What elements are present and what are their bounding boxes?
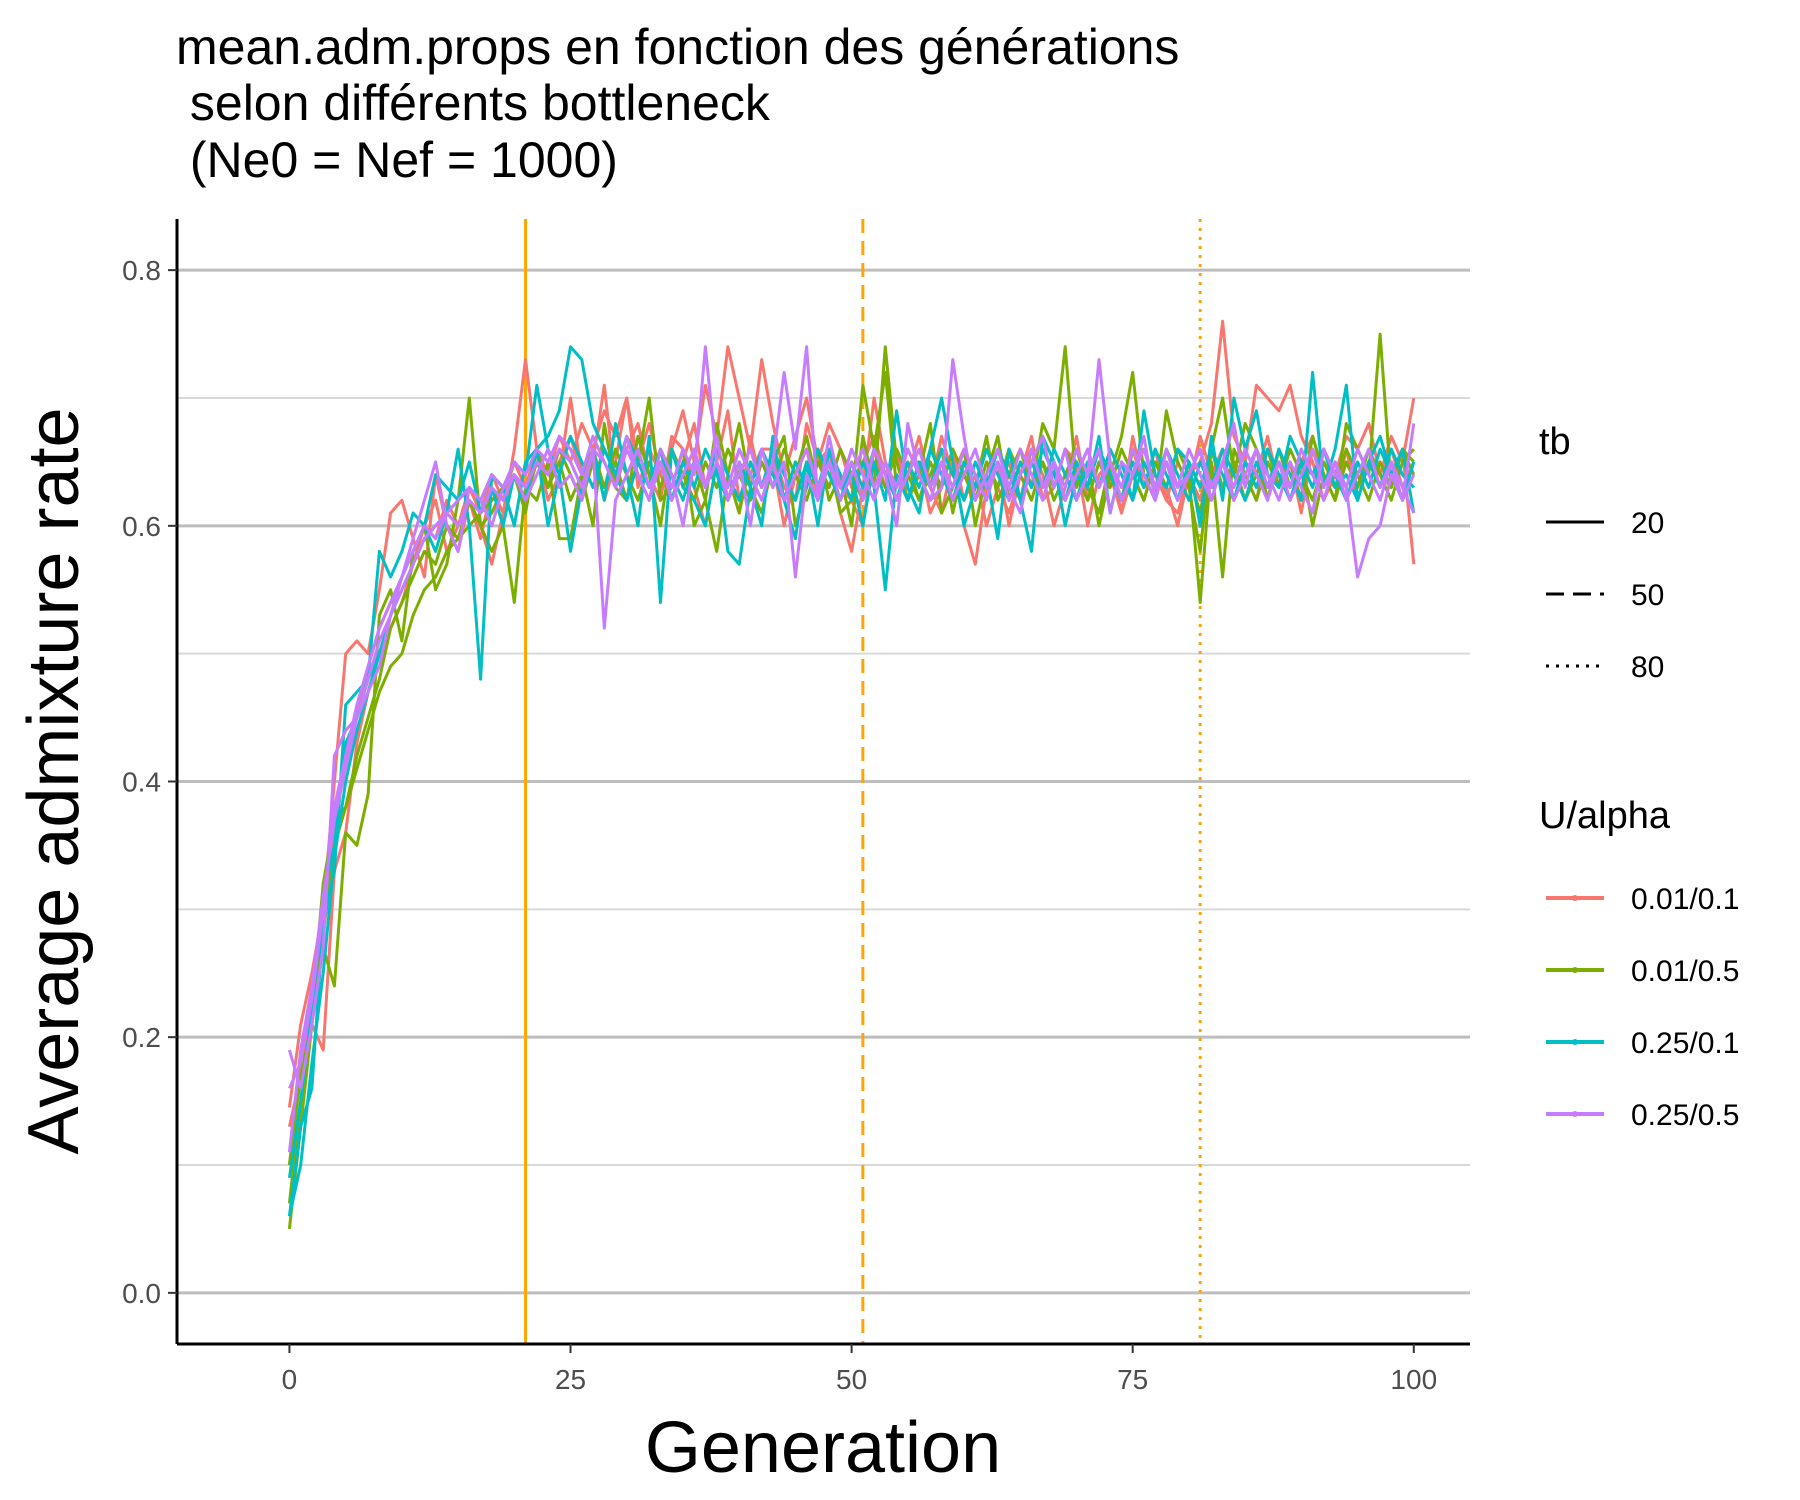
chart-title-line-1: mean.adm.props en fonction des génératio…: [176, 19, 1179, 75]
grid: [177, 268, 1470, 1295]
legend-tb: tb 20 50 80: [1539, 421, 1664, 684]
legend-u-alpha-label: 0.01/0.5: [1631, 955, 1739, 988]
x-tick-label: 100: [1390, 1364, 1437, 1395]
legend-u-alpha-point: [1572, 1111, 1578, 1117]
legend-u-alpha-title: U/alpha: [1539, 795, 1671, 837]
series: [287, 319, 1416, 1230]
legend-tb-label: 20: [1631, 507, 1664, 540]
x-axis-title: Generation: [645, 1408, 1001, 1488]
y-tick-label: 0.0: [122, 1278, 161, 1309]
legend-u-alpha-point: [1572, 967, 1578, 973]
legend-tb-title: tb: [1539, 421, 1571, 463]
y-ticks: 0.0 0.2 0.4 0.6 0.8: [122, 255, 177, 1309]
series-line: [287, 358, 1416, 1090]
y-axis-title: Average admixture rate: [14, 407, 94, 1154]
legend-u-alpha-label: 0.25/0.1: [1631, 1027, 1739, 1060]
legend-u-alpha: U/alpha 0.01/0.1 0.01/0.5 0.25/0.1 0.25/0.5: [1539, 795, 1739, 1132]
y-tick-label: 0.2: [122, 1022, 161, 1053]
y-tick-label: 0.6: [122, 511, 161, 542]
series-line: [288, 447, 1416, 1089]
legend-u-alpha-point: [1572, 1039, 1578, 1045]
series-line: [287, 319, 1416, 1108]
legend-u-alpha-label: 0.25/0.5: [1631, 1099, 1739, 1132]
series-line: [287, 447, 1416, 1166]
chart-title: mean.adm.props en fonction des génératio…: [176, 19, 1179, 188]
legend-tb-label: 50: [1631, 579, 1664, 612]
bottleneck-lines: [524, 219, 1202, 1344]
chart-title-line-2: selon différents bottleneck: [176, 75, 771, 131]
series-line: [287, 332, 1415, 1230]
y-tick-label: 0.8: [122, 255, 161, 286]
x-tick-label: 75: [1117, 1364, 1148, 1395]
legend-tb-label: 80: [1631, 651, 1664, 684]
x-tick-label: 25: [555, 1364, 586, 1395]
x-tick-label: 0: [282, 1364, 298, 1395]
x-ticks: 0 25 50 75 100: [282, 1344, 1437, 1395]
chart-title-line-3: (Ne0 = Nef = 1000): [176, 132, 618, 188]
y-tick-label: 0.4: [122, 767, 161, 798]
x-tick-label: 50: [836, 1364, 867, 1395]
legend-u-alpha-point: [1572, 895, 1578, 901]
legend-u-alpha-label: 0.01/0.1: [1631, 883, 1739, 916]
series-line: [287, 345, 1416, 1153]
